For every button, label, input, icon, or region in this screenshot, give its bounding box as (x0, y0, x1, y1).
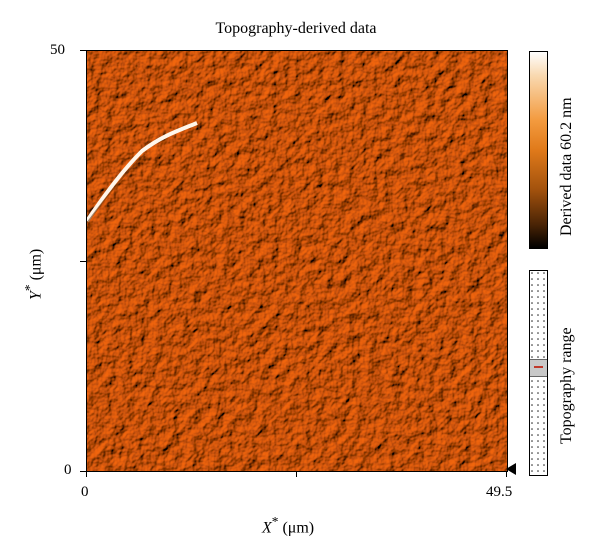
x-axis-title: X* (μm) (262, 514, 315, 537)
range-label: Topography range (558, 327, 575, 444)
colorbar-label: Derived data 60.2 nm (558, 97, 575, 236)
y-max-label: 50 (50, 42, 65, 58)
x-tick-left (86, 471, 87, 477)
topography-texture (87, 51, 507, 471)
color-scale-bar (529, 51, 548, 249)
range-marker (530, 359, 547, 377)
topography-image[interactable] (86, 50, 508, 472)
plot-title: Topography-derived data (215, 20, 377, 37)
range-pointer-icon (506, 463, 516, 475)
y-tick-mid (80, 261, 86, 262)
x-min-label: 0 (81, 484, 89, 500)
x-tick-mid (296, 471, 297, 477)
topography-range-bar (529, 270, 548, 476)
x-max-label: 49.5 (486, 484, 513, 500)
y-min-label: 0 (64, 462, 72, 478)
y-tick-top (80, 50, 86, 51)
range-red-line (534, 366, 543, 368)
surface-scratch (87, 121, 198, 223)
y-axis-title: Y* (μm) (22, 248, 45, 300)
y-tick-bottom (80, 471, 86, 472)
